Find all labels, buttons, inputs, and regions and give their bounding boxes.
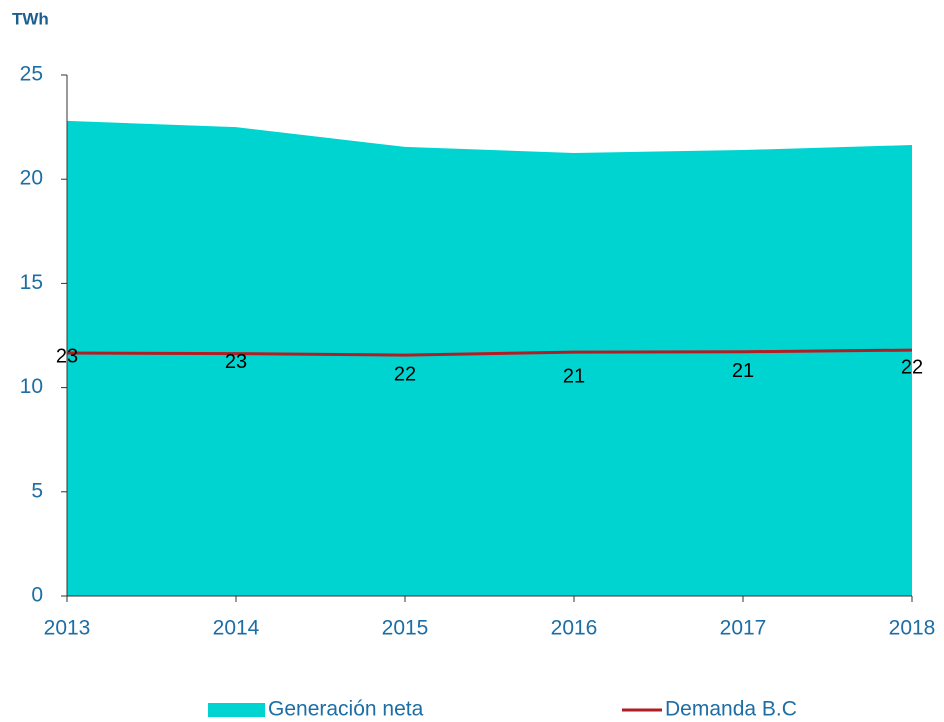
y-tick-label: 15: [20, 271, 43, 294]
x-tick-label: 2015: [382, 617, 429, 640]
legend-label: Demanda B.C: [665, 698, 797, 721]
y-tick-label: 20: [20, 167, 43, 190]
data-label: 21: [732, 360, 754, 382]
x-tick-label: 2016: [551, 617, 598, 640]
y-tick-label: 10: [20, 375, 43, 398]
y-axis-label: TWh: [12, 9, 49, 28]
x-tick-label: 2017: [720, 617, 767, 640]
x-tick-label: 2013: [44, 617, 91, 640]
legend-swatch: [208, 703, 265, 717]
data-label: 23: [56, 345, 78, 367]
data-label: 23: [225, 351, 247, 373]
x-tick-label: 2014: [213, 617, 260, 640]
y-tick-label: 5: [31, 479, 43, 502]
y-tick-label: 0: [31, 584, 43, 607]
legend-label: Generación neta: [268, 698, 424, 721]
y-tick-label: 25: [20, 63, 43, 86]
data-label: 21: [563, 365, 585, 387]
area: [67, 120, 912, 597]
data-label: 22: [394, 363, 416, 385]
line: [66, 348, 913, 357]
x-tick-label: 2018: [889, 617, 936, 640]
data-label: 22: [901, 356, 923, 378]
